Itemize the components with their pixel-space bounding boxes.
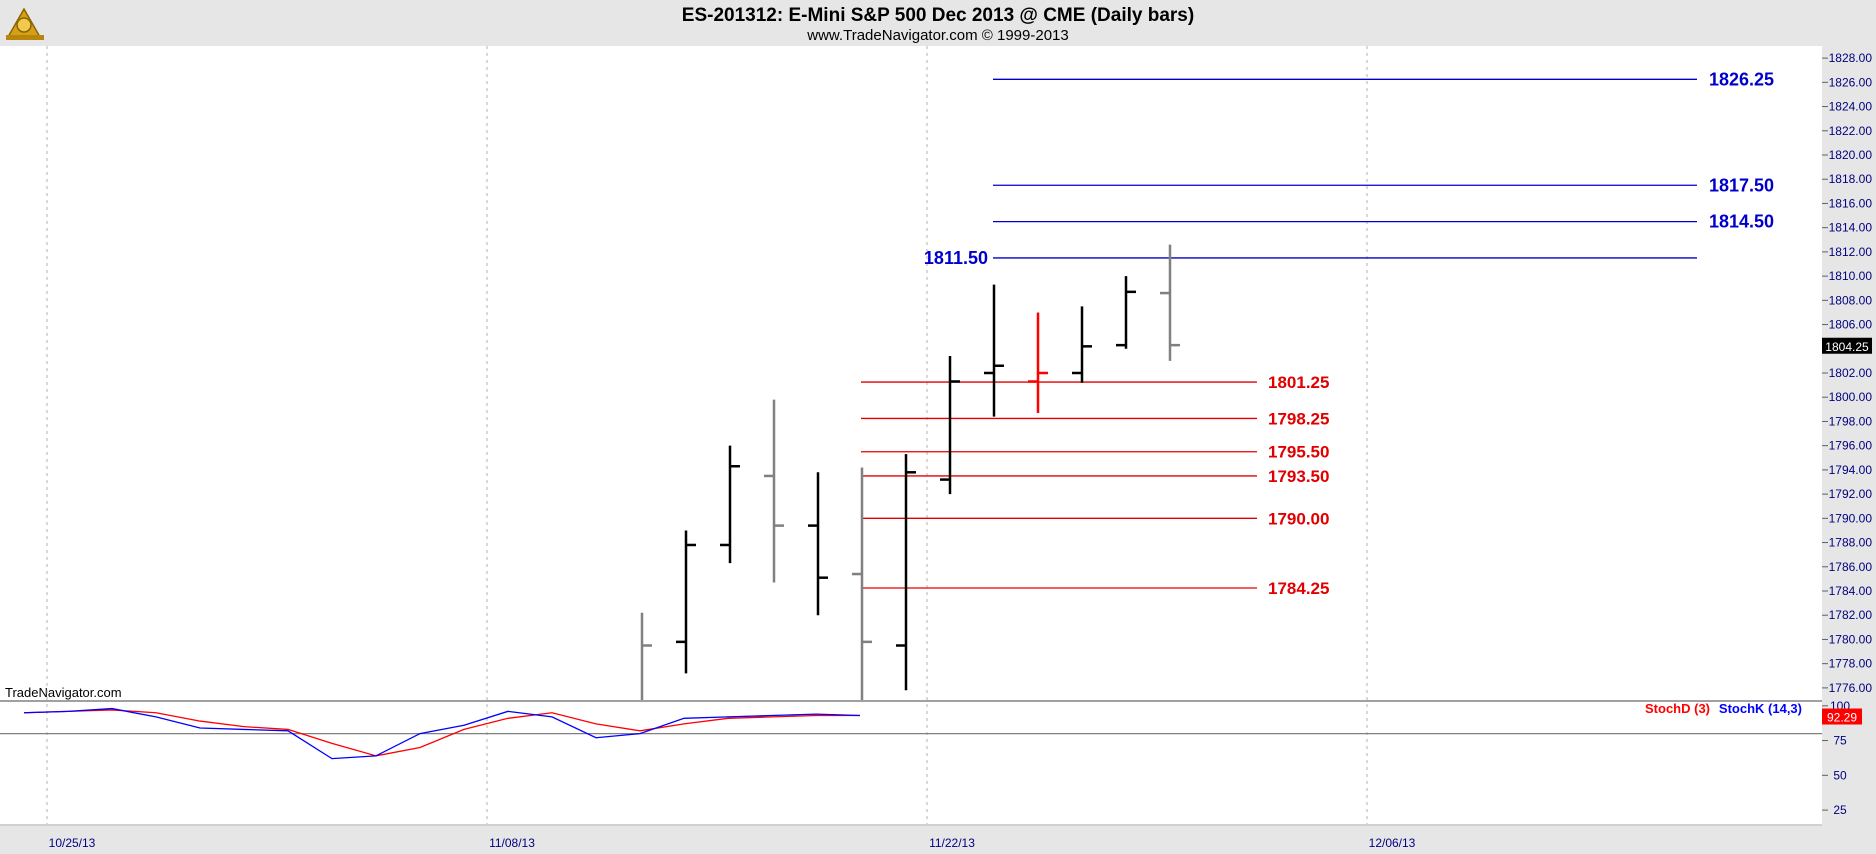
bars-layer [640, 244, 1180, 700]
support-label: 1793.50 [1268, 467, 1329, 486]
price-panel [0, 46, 1822, 700]
resistance-label: 1817.50 [1709, 175, 1774, 195]
x-tick-label: 10/25/13 [49, 836, 96, 850]
y-tick-label: 1780.00 [1829, 632, 1873, 646]
support-label: 1798.25 [1268, 409, 1329, 428]
y-tick-label: 1778.00 [1829, 657, 1873, 671]
y-tick-label: 1816.00 [1829, 196, 1873, 210]
y-tick-label: 1812.00 [1829, 245, 1873, 259]
stoch-layer [0, 707, 1822, 760]
stoch-panel [0, 703, 1822, 824]
y-tick-label: 1828.00 [1829, 51, 1873, 65]
x-tick-label: 12/06/13 [1369, 836, 1416, 850]
stoch-last-label: 92.29 [1827, 711, 1857, 725]
axis-layer: 10/25/13 11/08/13 11/22/13 12/06/13 1828.00 1… [49, 51, 1873, 850]
y-tick-label: 1808.00 [1829, 293, 1873, 307]
stoch-k-legend: StochK (14,3) [1719, 701, 1802, 716]
y-tick-label: 1792.00 [1829, 487, 1873, 501]
watermark: TradeNavigator.com [5, 685, 122, 700]
y-tick-label: 1818.00 [1829, 172, 1873, 186]
support-label: 1784.25 [1268, 579, 1329, 598]
y-tick-label: 1802.00 [1829, 366, 1873, 380]
stoch-d-legend: StochD (3) [1645, 701, 1710, 716]
x-tick-label: 11/08/13 [489, 836, 535, 850]
support-label: 1795.50 [1268, 443, 1329, 462]
stoch-d-line [23, 709, 860, 757]
stoch-tick-label: 25 [1833, 803, 1847, 817]
y-tick-label: 1786.00 [1829, 560, 1873, 574]
y-tick-label: 1800.00 [1829, 390, 1873, 404]
x-tick-label: 11/22/13 [929, 836, 975, 850]
y-tick-label: 1814.00 [1829, 221, 1873, 235]
resistance-label: 1826.25 [1709, 69, 1774, 89]
resistance-label: 1814.50 [1709, 212, 1774, 232]
chart-title: ES-201312: E-Mini S&P 500 Dec 2013 @ CME… [682, 5, 1194, 26]
stoch-last-box [1822, 708, 1862, 725]
y-tick-label: 1776.00 [1829, 681, 1873, 695]
y-tick-label: 1798.00 [1829, 414, 1873, 428]
y-tick-label: 1820.00 [1829, 148, 1873, 162]
y-tick-label: 1826.00 [1829, 75, 1873, 89]
y-tick-label: 1784.00 [1829, 584, 1873, 598]
y-tick-label: 1806.00 [1829, 318, 1873, 332]
y-tick-label: 1782.00 [1829, 608, 1873, 622]
frame-bottom [0, 826, 1876, 854]
sextant-logo-icon [6, 7, 44, 40]
y-tick-label: 1790.00 [1829, 511, 1873, 525]
y-tick-label: 1824.00 [1829, 100, 1873, 114]
frame-top [0, 0, 1876, 46]
resistance-label: 1811.50 [924, 248, 988, 268]
levels-layer: 1826.25 1817.50 1814.50 1811.50 1801.25 1798.… [861, 69, 1774, 598]
stoch-k-line [23, 707, 861, 760]
y-tick-label: 1796.00 [1829, 439, 1873, 453]
last-price-box [1822, 337, 1872, 354]
last-price-label: 1804.25 [1825, 340, 1869, 354]
support-label: 1790.00 [1268, 509, 1329, 528]
support-label: 1801.25 [1268, 373, 1329, 392]
y-tick-label: 1810.00 [1829, 269, 1873, 283]
y-tick-label: 1822.00 [1829, 124, 1873, 138]
stoch-tick-label: 50 [1833, 768, 1847, 782]
y-tick-label: 1788.00 [1829, 536, 1873, 550]
stoch-tick-label: 75 [1833, 734, 1847, 748]
y-tick-label: 1794.00 [1829, 463, 1873, 477]
chart-subtitle: www.TradeNavigator.com © 1999-2013 [806, 27, 1068, 44]
